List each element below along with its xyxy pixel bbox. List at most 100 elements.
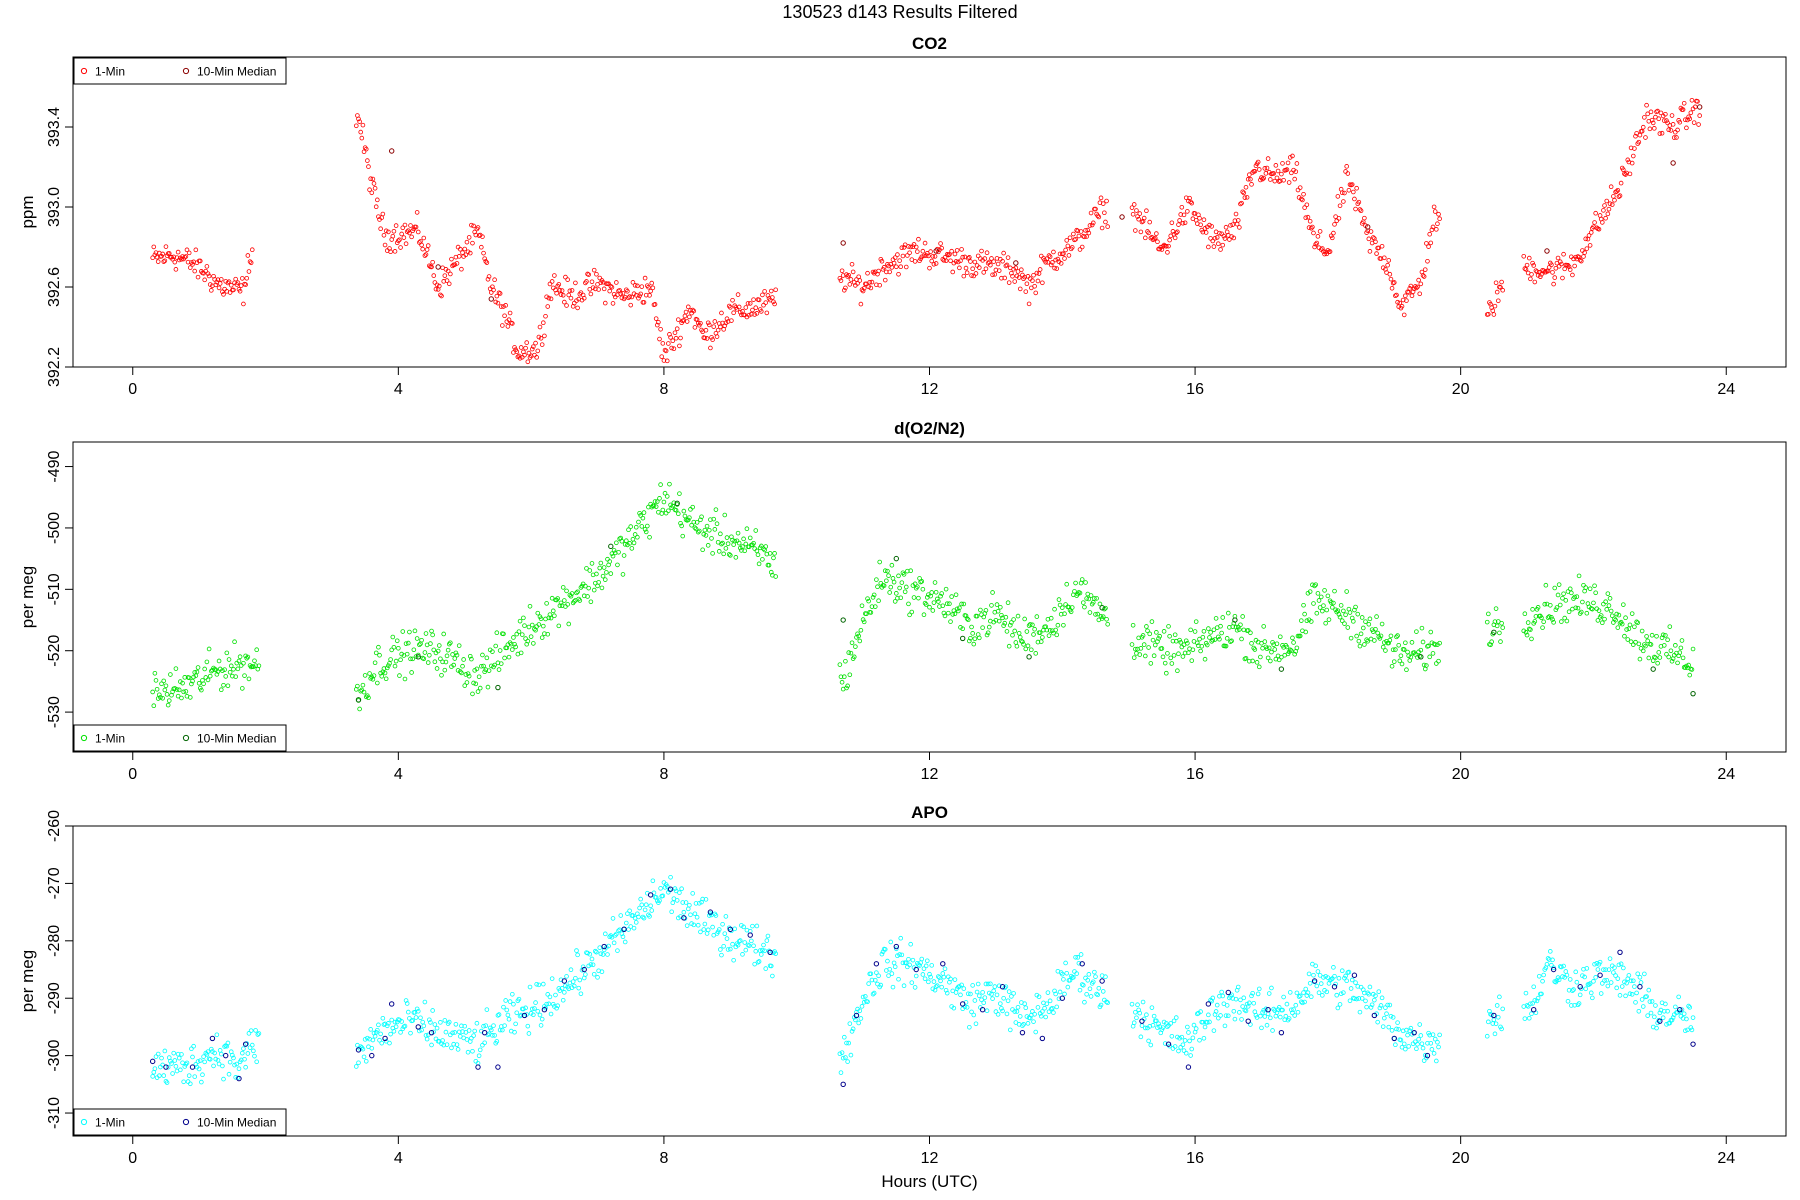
point-1-min xyxy=(1089,222,1095,228)
point-1-min xyxy=(185,1079,191,1084)
point-1-min xyxy=(178,1067,183,1073)
point-1-min xyxy=(1606,603,1612,608)
point-1-min xyxy=(503,303,508,308)
point-1-min xyxy=(1493,606,1499,611)
point-1-min xyxy=(1211,627,1217,633)
point-1-min xyxy=(562,990,567,995)
point-1-min xyxy=(1498,285,1503,290)
point-1-min xyxy=(690,504,695,510)
point-1-min xyxy=(1348,986,1354,991)
point-1-min xyxy=(522,352,527,358)
point-1-min xyxy=(965,255,971,261)
point-1-min xyxy=(911,242,917,247)
point-1-min xyxy=(768,288,774,294)
point-1-min xyxy=(629,546,635,551)
point-1-min xyxy=(856,633,861,639)
point-1-min xyxy=(1005,998,1011,1004)
point-1-min xyxy=(938,593,943,599)
point-1-min xyxy=(501,631,506,637)
point-1-min xyxy=(1628,639,1634,645)
point-1-min xyxy=(562,598,567,603)
point-1-min xyxy=(510,321,515,326)
point-10-min-median xyxy=(1232,617,1238,623)
point-1-min xyxy=(510,647,515,652)
point-1-min xyxy=(1611,620,1616,625)
point-1-min xyxy=(1556,977,1562,983)
point-1-min xyxy=(1550,617,1555,622)
point-1-min xyxy=(903,584,909,590)
point-10-min-median xyxy=(1245,1018,1251,1024)
point-1-min xyxy=(1219,989,1224,995)
point-1-min xyxy=(1605,983,1611,989)
point-1-min xyxy=(511,1001,516,1007)
point-1-min xyxy=(746,943,752,949)
point-1-min xyxy=(929,963,935,968)
point-1-min xyxy=(1009,994,1014,999)
point-1-min xyxy=(1366,991,1372,997)
point-1-min xyxy=(1657,655,1663,660)
point-1-min xyxy=(1386,640,1392,646)
point-1-min xyxy=(857,1008,863,1014)
point-1-min xyxy=(472,1028,477,1034)
point-10-min-median xyxy=(1099,605,1105,611)
point-1-min xyxy=(444,278,450,283)
point-1-min xyxy=(1667,624,1673,629)
point-1-min xyxy=(594,949,599,955)
point-1-min xyxy=(227,669,233,675)
point-1-min xyxy=(425,243,431,248)
point-1-min xyxy=(1358,208,1364,214)
point-1-min xyxy=(1052,265,1057,271)
point-1-min xyxy=(1087,223,1093,228)
point-1-min xyxy=(1024,629,1030,634)
point-1-min xyxy=(1645,111,1650,117)
point-1-min xyxy=(213,1056,219,1062)
point-1-min xyxy=(736,304,742,310)
point-10-min-median xyxy=(1026,654,1032,660)
point-10-min-median xyxy=(223,1052,229,1059)
point-1-min xyxy=(647,293,652,298)
point-1-min xyxy=(181,1079,186,1085)
point-1-min xyxy=(964,270,970,276)
point-1-min xyxy=(429,264,434,270)
point-1-min xyxy=(1052,988,1057,994)
point-1-min xyxy=(251,1048,256,1054)
point-1-min xyxy=(620,572,626,577)
point-1-min xyxy=(697,528,702,534)
point-10-min-median xyxy=(893,555,900,562)
point-1-min xyxy=(1245,176,1251,182)
point-1-min xyxy=(1020,1023,1025,1028)
point-1-min xyxy=(1175,229,1180,235)
point-1-min xyxy=(1421,1058,1427,1063)
point-1-min xyxy=(376,1022,381,1028)
point-1-min xyxy=(161,1073,167,1078)
point-1-min xyxy=(915,249,920,254)
point-1-min xyxy=(1612,965,1617,970)
point-1-min xyxy=(1426,244,1431,249)
point-1-min xyxy=(388,249,393,254)
point-1-min xyxy=(502,655,507,661)
point-1-min xyxy=(492,662,497,668)
point-1-min xyxy=(1398,653,1404,659)
point-1-min xyxy=(1538,274,1543,279)
x-axis-label: Hours (UTC) xyxy=(881,1172,977,1191)
point-1-min xyxy=(649,504,655,510)
point-1-min xyxy=(648,903,653,909)
point-1-min xyxy=(375,1027,380,1033)
point-1-min xyxy=(190,262,195,267)
point-1-min xyxy=(432,1022,438,1027)
point-1-min xyxy=(1218,623,1223,629)
point-1-min xyxy=(1638,980,1644,985)
point-1-min xyxy=(184,1060,190,1066)
point-1-min xyxy=(1583,585,1589,590)
point-1-min xyxy=(1346,187,1352,193)
point-1-min xyxy=(1129,205,1135,210)
point-1-min xyxy=(715,327,721,333)
point-1-min xyxy=(1615,625,1621,630)
point-1-min xyxy=(1038,639,1044,644)
point-1-min xyxy=(179,257,184,262)
point-1-min xyxy=(657,898,662,903)
point-1-min xyxy=(442,1018,448,1023)
legend-marker-10-min-median xyxy=(182,1118,190,1126)
point-10-min-median xyxy=(1311,978,1318,984)
point-1-min xyxy=(913,973,919,979)
